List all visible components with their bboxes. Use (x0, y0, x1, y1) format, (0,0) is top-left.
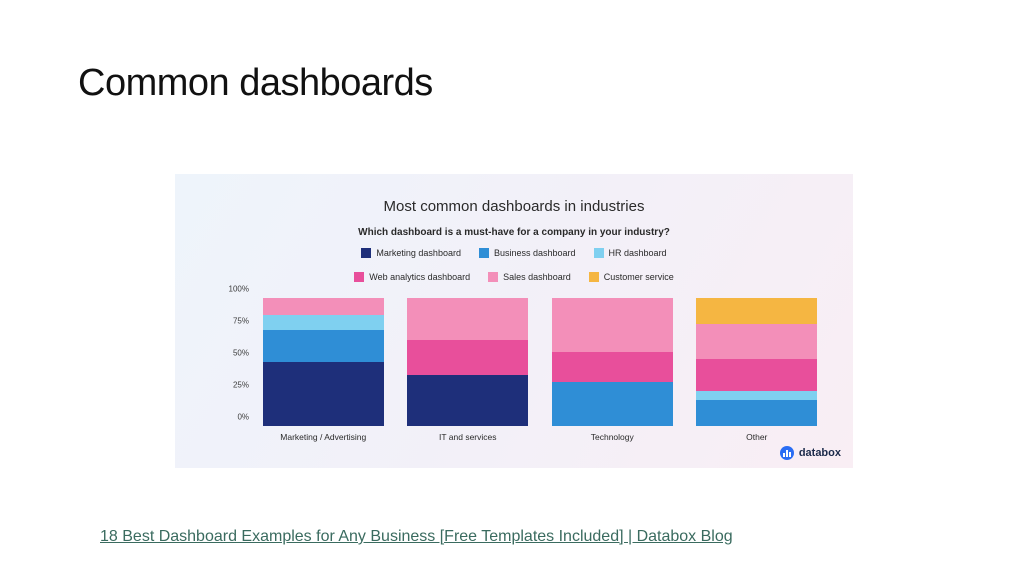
legend-item: Business dashboard (479, 248, 576, 258)
bar-segment (407, 375, 528, 426)
legend-item: Web analytics dashboard (354, 272, 470, 282)
legend-label: Sales dashboard (503, 272, 571, 282)
bar-group: Other (696, 298, 817, 426)
legend-swatch (488, 272, 498, 282)
legend-swatch (594, 248, 604, 258)
source-link[interactable]: 18 Best Dashboard Examples for Any Busin… (100, 528, 733, 546)
x-axis-label: Marketing / Advertising (280, 426, 366, 442)
legend-label: Business dashboard (494, 248, 576, 258)
y-tick-label: 75% (233, 317, 249, 326)
bar-group: Marketing / Advertising (263, 298, 384, 426)
legend-item: Sales dashboard (488, 272, 571, 282)
y-tick-label: 25% (233, 381, 249, 390)
bar-segment (407, 298, 528, 340)
bar-container: Marketing / AdvertisingIT and servicesTe… (251, 298, 829, 426)
slide-title: Common dashboards (78, 62, 433, 105)
bar-stack (552, 298, 673, 426)
legend-swatch (479, 248, 489, 258)
bar-segment (696, 298, 817, 324)
bar-segment (263, 330, 384, 362)
legend-item: HR dashboard (594, 248, 667, 258)
bar-segment (407, 340, 528, 375)
brand-badge: databox (780, 446, 841, 460)
x-axis-label: Technology (591, 426, 634, 442)
legend-label: HR dashboard (609, 248, 667, 258)
bar-segment (696, 359, 817, 391)
x-axis-label: IT and services (439, 426, 496, 442)
legend-swatch (354, 272, 364, 282)
legend-label: Customer service (604, 272, 674, 282)
y-axis: 0%25%50%75%100% (215, 298, 249, 426)
legend-label: Web analytics dashboard (369, 272, 470, 282)
chart-title: Most common dashboards in industries (175, 174, 853, 215)
bar-segment (263, 362, 384, 426)
brand-name: databox (799, 447, 841, 459)
bar-group: Technology (552, 298, 673, 426)
chart-subtitle: Which dashboard is a must-have for a com… (175, 215, 853, 238)
bar-group: IT and services (407, 298, 528, 426)
bar-stack (696, 298, 817, 426)
y-tick-label: 0% (237, 413, 249, 422)
legend-swatch (361, 248, 371, 258)
chart-legend: Marketing dashboard Business dashboard HR … (244, 238, 784, 282)
bar-stack (407, 298, 528, 426)
legend-item: Marketing dashboard (361, 248, 461, 258)
y-tick-label: 100% (229, 285, 249, 294)
legend-item: Customer service (589, 272, 674, 282)
chart-panel: Most common dashboards in industries Whi… (175, 174, 853, 468)
bar-segment (263, 315, 384, 330)
bar-stack (263, 298, 384, 426)
plot-area: 0%25%50%75%100% Marketing / AdvertisingI… (251, 298, 829, 426)
legend-label: Marketing dashboard (376, 248, 461, 258)
x-axis-label: Other (746, 426, 767, 442)
databox-logo-icon (780, 446, 794, 460)
legend-swatch (589, 272, 599, 282)
bar-segment (696, 400, 817, 426)
bar-segment (696, 391, 817, 400)
bar-segment (552, 382, 673, 426)
y-tick-label: 50% (233, 349, 249, 358)
bar-segment (552, 298, 673, 352)
bar-segment (696, 324, 817, 360)
bar-segment (552, 352, 673, 383)
bar-segment (263, 298, 384, 315)
